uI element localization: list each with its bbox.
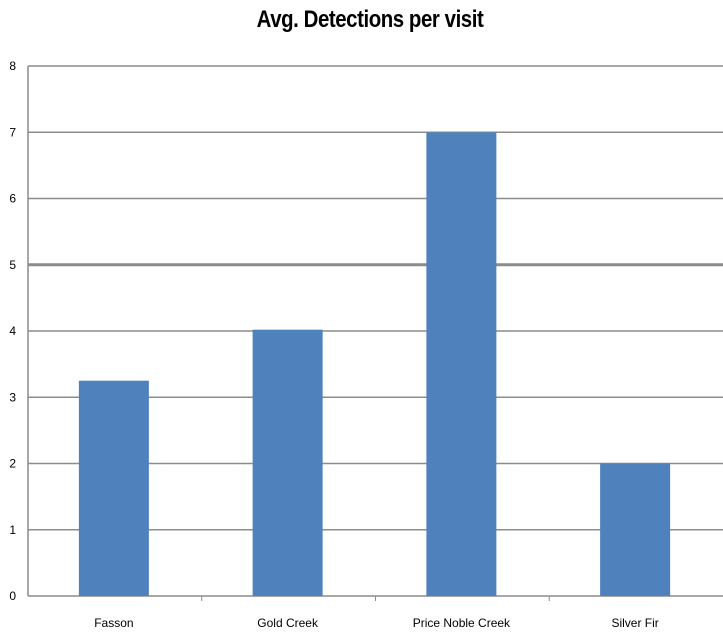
y-tick-label-6: 6: [9, 192, 16, 206]
y-tick-label-4: 4: [9, 324, 16, 338]
bar-silver-fir: [600, 463, 671, 596]
chart-title: Avg. Detections per visit: [256, 6, 484, 33]
bar-fasson: [78, 380, 149, 596]
category-label-price-noble-creek: Price Noble Creek: [413, 616, 511, 630]
y-tick-label-1: 1: [9, 523, 16, 537]
y-tick-label-5: 5: [9, 258, 16, 272]
category-label-silver-fir: Silver Fir: [611, 616, 658, 630]
category-label-gold-creek: Gold Creek: [257, 616, 319, 630]
bar-price-noble-creek: [426, 132, 497, 596]
category-label-fasson: Fasson: [94, 616, 133, 630]
bar-gold-creek: [252, 329, 323, 596]
y-tick-label-2: 2: [9, 457, 16, 471]
y-tick-label-3: 3: [9, 390, 16, 404]
y-tick-label-7: 7: [9, 125, 16, 139]
y-tick-label-8: 8: [9, 59, 16, 73]
y-tick-label-0: 0: [9, 589, 16, 603]
